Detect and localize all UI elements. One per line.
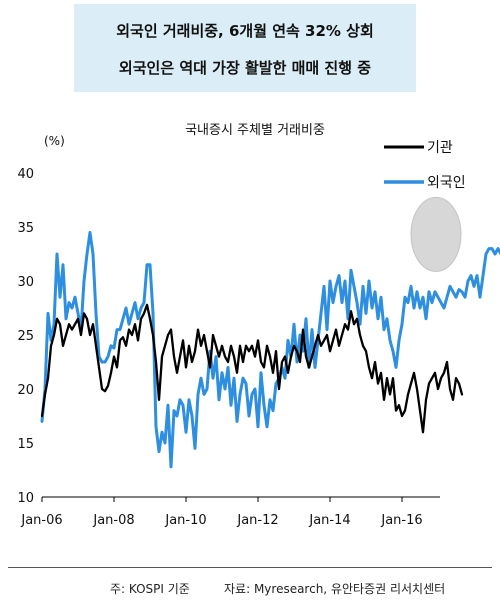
y-tick-label: 40 [17, 167, 34, 182]
y-tick-label: 35 [17, 221, 34, 236]
footnote: 주: KOSPI 기준 [110, 582, 190, 596]
y-tick-label: 10 [17, 491, 34, 506]
y-tick-label: 15 [17, 437, 34, 452]
headline-line-1: 외국인 거래비중, 6개월 연속 32% 상회 [116, 22, 374, 40]
y-axis-unit: (%) [44, 134, 65, 148]
trading-share-chart: 10 15 20 25 30 35 40 Jan-06 Jan-08 Jan-10 Jan-12 Ja… [17, 123, 500, 528]
axes-layer: 10 15 20 25 30 35 40 Jan-06 Jan-08 Jan-10 Jan-12 Ja… [17, 167, 440, 528]
x-tick-label: Jan-14 [308, 513, 350, 528]
x-tick-label: Jan-08 [92, 513, 134, 528]
legend-item-foreign-label: 외국인 [427, 175, 466, 191]
y-tick-label: 20 [17, 383, 34, 398]
y-tick-label: 30 [17, 275, 34, 290]
chart-title: 국내증시 주체별 거래비중 [185, 123, 325, 138]
legend-item-institution-label: 기관 [427, 140, 453, 156]
headline-box: 외국인 거래비중, 6개월 연속 32% 상회 외국인은 역대 가장 활발한 매… [74, 4, 416, 92]
series-line-institution [40, 303, 464, 434]
source-note: 자료: Myresearch, 유안타증권 리서치센터 [224, 582, 446, 596]
headline-line-2: 외국인은 역대 가장 활발한 매매 진행 중 [118, 59, 372, 77]
x-tick-label: Jan-10 [164, 513, 206, 528]
footer-divider [8, 567, 492, 568]
series-layer [40, 230, 500, 469]
highlight-layer [410, 196, 462, 272]
highlight-ellipse [410, 196, 462, 272]
x-tick-label: Jan-06 [20, 513, 62, 528]
y-tick-label: 25 [17, 329, 34, 344]
x-tick-label: Jan-12 [236, 513, 278, 528]
x-tick-label: Jan-16 [380, 513, 422, 528]
